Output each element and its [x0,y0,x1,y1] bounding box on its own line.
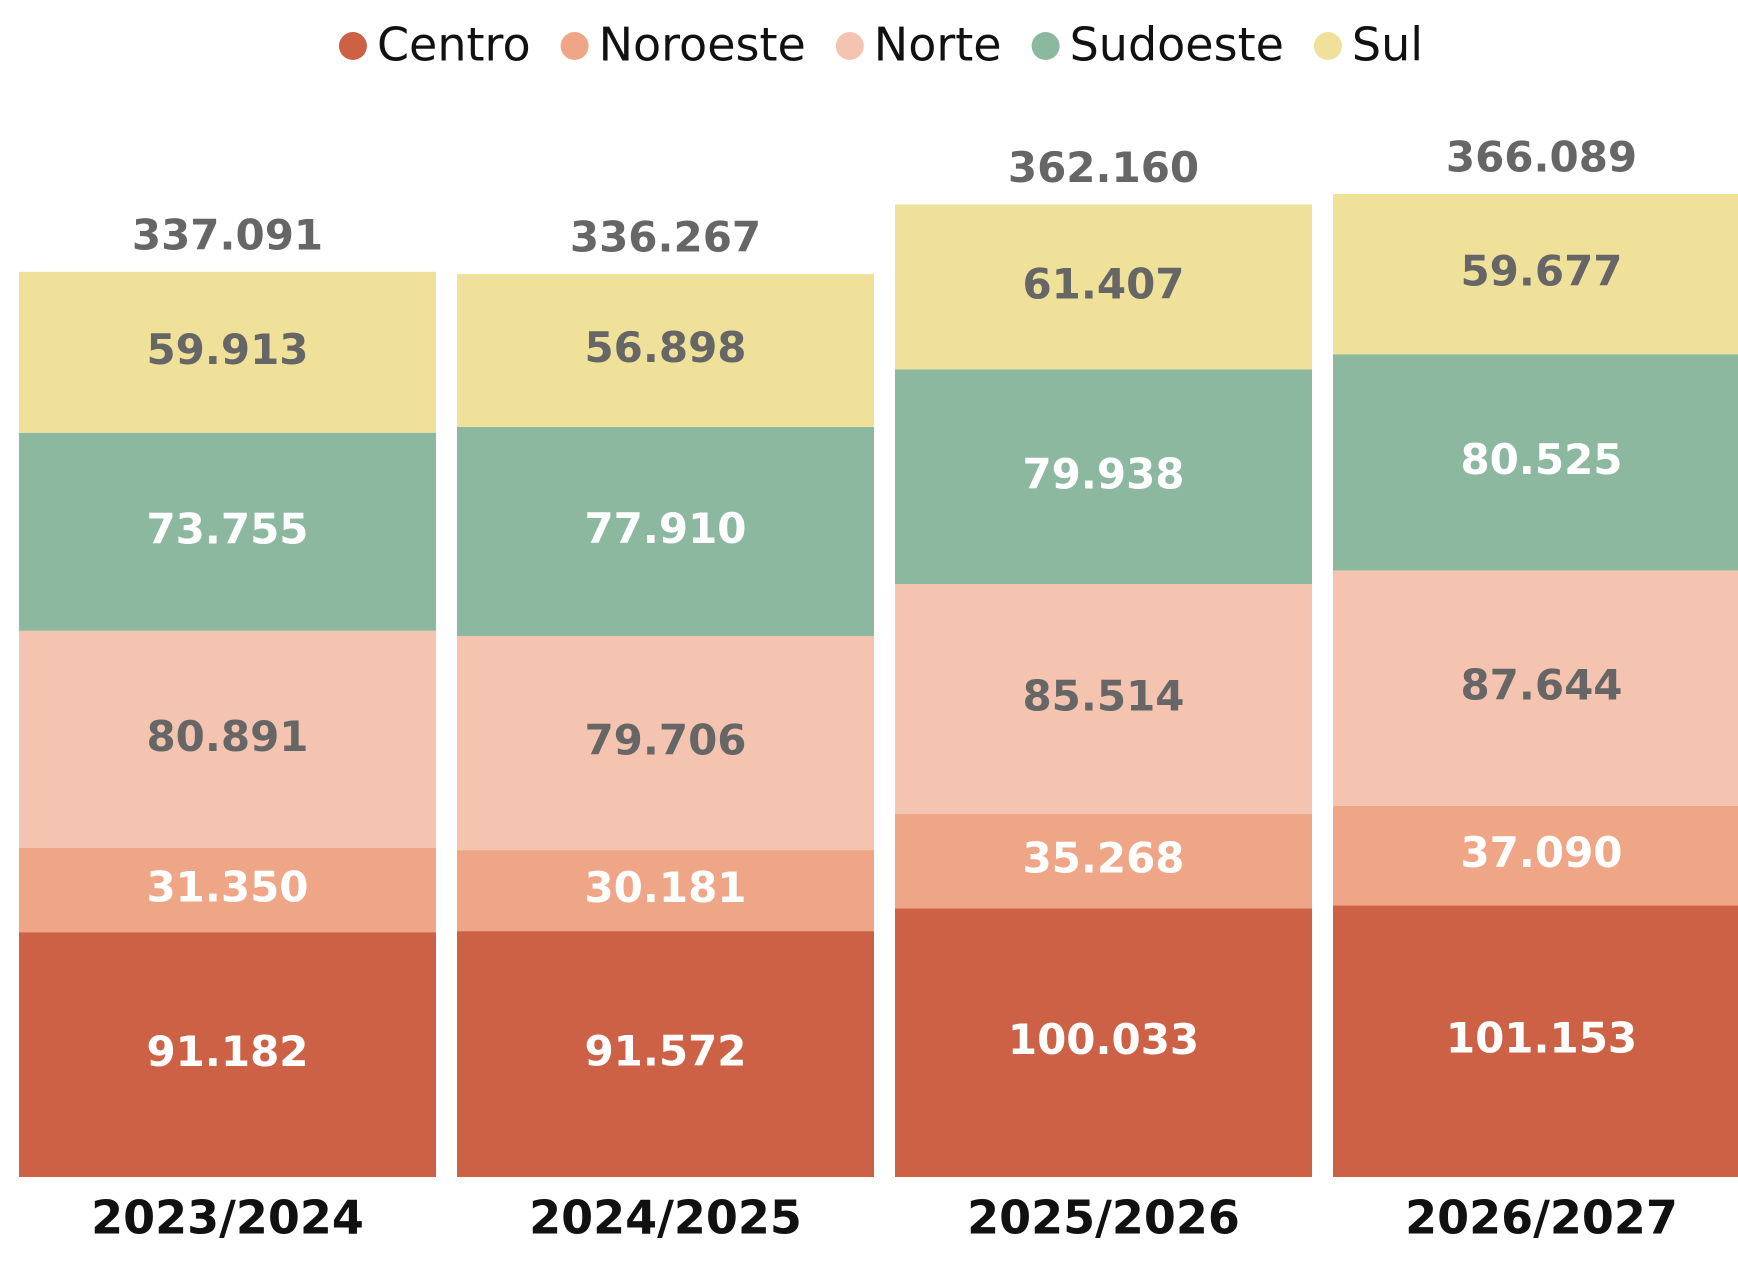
bar-segment [19,271,436,433]
data-label: 79.706 [584,716,746,765]
bar-segment [19,630,436,848]
data-label: 35.268 [1022,834,1184,883]
data-label: 100.033 [1008,1015,1199,1064]
bar-segment [895,369,1312,585]
data-label: 91.572 [584,1027,746,1076]
data-label: 87.644 [1460,661,1622,710]
bar-segment [895,908,1312,1177]
x-tick-label: 2023/2024 [91,1191,364,1245]
x-tick-label: 2024/2025 [529,1191,802,1245]
data-label: 37.090 [1460,828,1622,877]
data-label: 80.525 [1460,435,1622,484]
bar-segment [895,813,1312,909]
bar-segment [457,850,874,932]
total-label: 337.091 [132,210,323,259]
data-label: 80.891 [146,712,308,761]
bar-segment [895,204,1312,370]
legend-marker [560,32,589,60]
data-label: 59.913 [146,325,308,374]
legend-label: Norte [874,18,1002,72]
data-label: 31.350 [146,863,308,912]
bar-segment [457,931,874,1177]
x-tick-label: 2025/2026 [967,1191,1240,1245]
x-tick-label: 2026/2027 [1405,1191,1678,1245]
bar-segment [19,432,436,631]
bar-segment [895,584,1312,814]
data-label: 91.182 [146,1027,308,1076]
data-label: 101.153 [1446,1014,1637,1063]
total-label: 362.160 [1008,143,1199,192]
total-label: 366.089 [1446,133,1637,182]
data-label: 61.407 [1022,259,1184,308]
legend-label: Sul [1352,18,1423,72]
bar-segment [1333,905,1738,1177]
bar-segment [19,847,436,933]
bar-segment [1333,354,1738,571]
bar-segment [457,426,874,637]
legend-marker [338,32,367,60]
legend-label: Centro [377,18,531,72]
data-label: 56.898 [584,323,746,372]
data-label: 79.938 [1022,449,1184,498]
total-label: 336.267 [570,213,761,262]
legend-marker [1031,32,1060,60]
data-label: 73.755 [146,504,308,553]
data-label: 59.677 [1460,247,1622,296]
bar-segment [457,274,874,427]
bar-segment [19,932,436,1177]
legend-marker [835,32,864,60]
legend-label: Noroeste [599,18,806,72]
bar-segment [1333,194,1738,355]
data-label: 30.181 [584,863,746,912]
legend-label: Sudoeste [1070,18,1284,72]
data-label: 85.514 [1022,671,1184,720]
legend-marker [1313,32,1342,60]
bar-segment [1333,805,1738,906]
bar-segment [1333,570,1738,806]
bar-segment [457,636,874,851]
data-label: 77.910 [584,504,746,553]
